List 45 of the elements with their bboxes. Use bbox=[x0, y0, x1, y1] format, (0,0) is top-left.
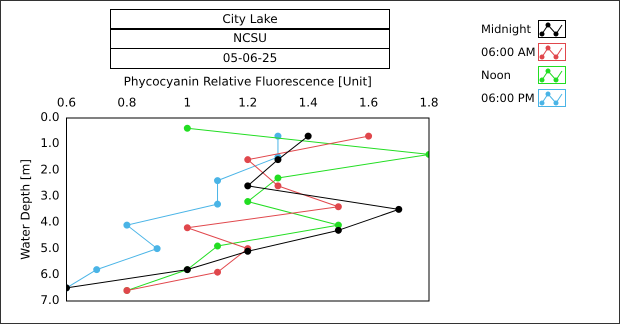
x-tick-label: 1.6 bbox=[359, 96, 378, 110]
legend-label: Noon bbox=[481, 68, 512, 82]
text: 05-06-25 bbox=[110, 48, 390, 68]
point bbox=[214, 268, 222, 276]
point bbox=[274, 182, 282, 190]
point bbox=[184, 224, 191, 232]
chart-title: City Lake bbox=[110, 8, 390, 30]
point bbox=[244, 182, 252, 190]
x-tick-label: 1.4 bbox=[298, 96, 318, 110]
point bbox=[93, 266, 100, 274]
point bbox=[214, 200, 222, 208]
y-tick-label: 0.0 bbox=[40, 110, 60, 124]
point bbox=[304, 132, 312, 140]
y-tick-label: 1.0 bbox=[40, 136, 60, 150]
point bbox=[244, 198, 252, 206]
x-tick-label: 0.6 bbox=[56, 96, 76, 110]
point bbox=[154, 245, 161, 252]
point bbox=[123, 222, 130, 229]
y-tick-label: 6.0 bbox=[40, 266, 60, 281]
y-tick-label: 5.0 bbox=[40, 240, 60, 255]
point bbox=[244, 156, 252, 164]
point bbox=[334, 226, 342, 234]
y-tick-label: 7.0 bbox=[40, 293, 60, 308]
x-tick-label: 1.8 bbox=[419, 96, 439, 110]
point bbox=[365, 132, 372, 140]
y-tick-label: 3.0 bbox=[40, 188, 60, 202]
chart-subtitle: NCSU bbox=[110, 28, 390, 49]
point bbox=[244, 248, 252, 255]
x-axis-title: Phycocyanin Relative Fluorescence [Unit] bbox=[124, 74, 372, 88]
point bbox=[274, 174, 282, 182]
x-tick-label: 1.2 bbox=[238, 96, 258, 110]
legend-label: 06:00 AM bbox=[481, 44, 537, 58]
point bbox=[214, 177, 222, 184]
point bbox=[184, 124, 191, 132]
legend-label: 06:00 PM bbox=[481, 90, 536, 104]
legend-label: Midnight bbox=[481, 22, 532, 36]
x-tick-label: 1 bbox=[184, 96, 192, 110]
point bbox=[334, 203, 342, 210]
point bbox=[214, 242, 222, 250]
point bbox=[274, 156, 282, 164]
point bbox=[395, 206, 402, 213]
x-tick-label: 0.8 bbox=[117, 96, 136, 110]
y-tick-label: 4.0 bbox=[40, 214, 60, 229]
y-tick-label: 2.0 bbox=[40, 162, 60, 176]
y-axis-title: Water Depth [m] bbox=[18, 159, 32, 260]
